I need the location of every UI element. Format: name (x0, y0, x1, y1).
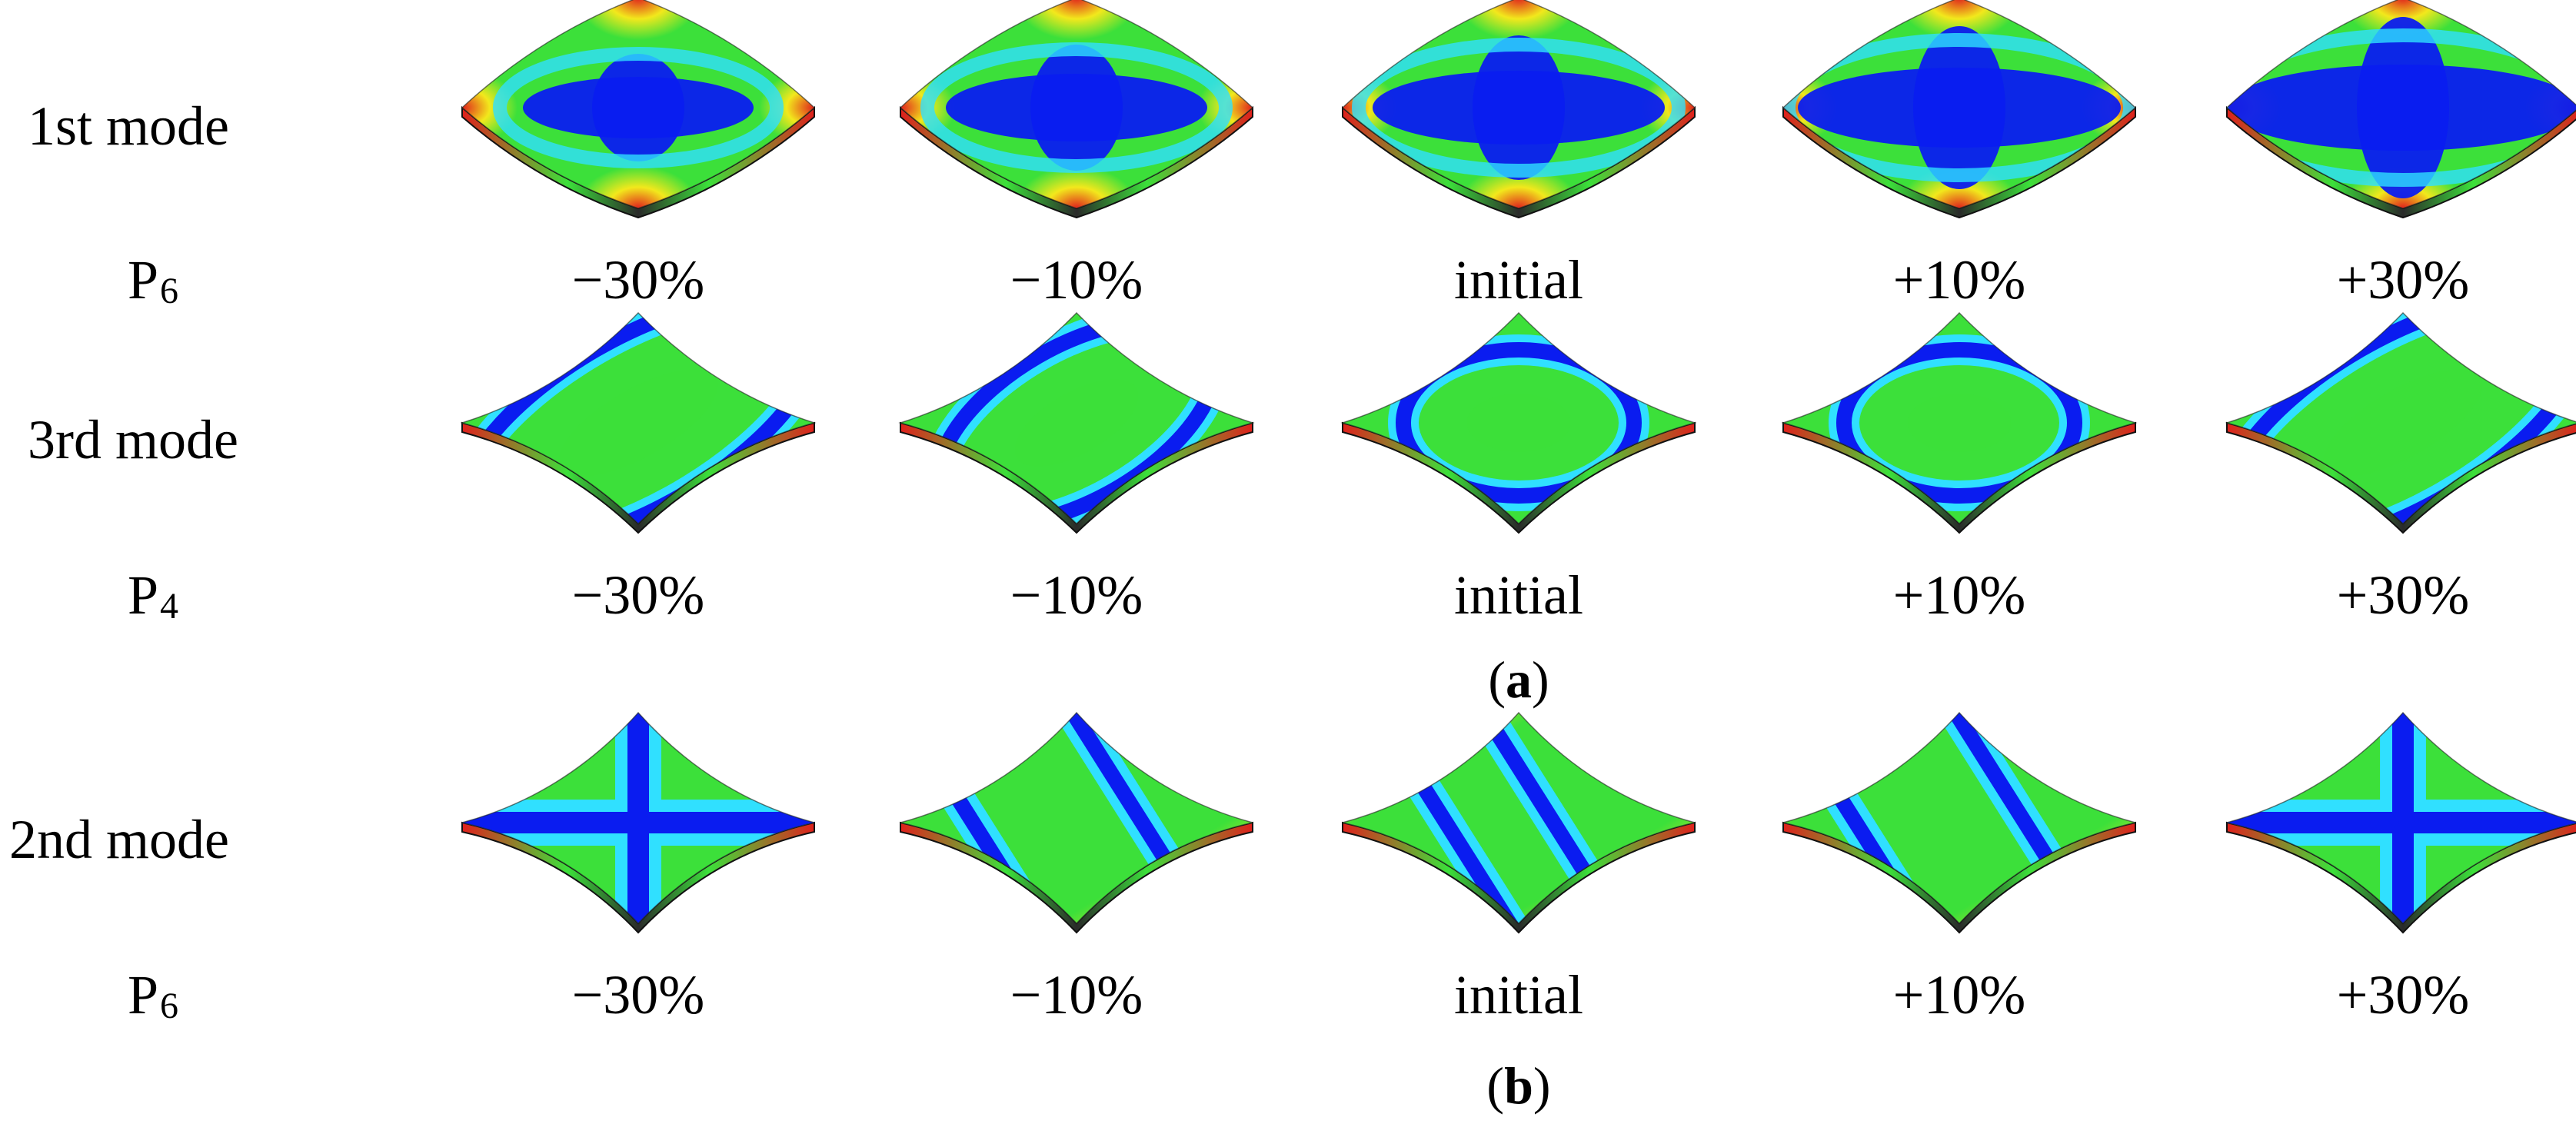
caption-a: (a) (1488, 650, 1549, 709)
mode-shape-plate (1782, 0, 2137, 219)
param-label-row3: P6 (128, 964, 179, 1026)
level-label: −30% (571, 249, 705, 311)
level-label: +30% (2336, 249, 2470, 311)
level-label: +10% (1892, 964, 2026, 1026)
mode-shape-plate (1341, 0, 1696, 219)
param-letter: P (128, 249, 159, 311)
mode-shape-plate (899, 0, 1254, 219)
param-label-row1: P6 (128, 249, 179, 311)
level-label: +30% (2336, 964, 2470, 1026)
caption-letter: b (1504, 1056, 1533, 1115)
mode-shape-plate (898, 311, 1255, 534)
param-label-row2: P4 (128, 564, 178, 626)
level-label: −30% (571, 964, 705, 1026)
mode-shape-plate (1781, 311, 2138, 534)
mode-shape-plate (1782, 711, 2136, 934)
level-label: initial (1454, 564, 1583, 626)
param-index: 4 (160, 586, 179, 627)
level-label: −30% (571, 564, 705, 626)
level-label: +10% (1892, 564, 2026, 626)
level-label: initial (1454, 964, 1583, 1026)
level-label: +30% (2336, 564, 2470, 626)
param-index: 6 (160, 986, 179, 1026)
mode-label-1st: 1st mode (28, 95, 229, 157)
mode-shape-plate (460, 311, 817, 534)
level-label: initial (1454, 249, 1583, 311)
level-label: +10% (1892, 249, 2026, 311)
param-letter: P (128, 964, 159, 1026)
mode-shape-plate (461, 0, 816, 219)
mode-shape-plate (461, 711, 815, 934)
param-index: 6 (160, 271, 179, 311)
mode-shape-plate (900, 711, 1253, 934)
mode-shape-plate (1340, 311, 1697, 534)
caption-b: (b) (1486, 1056, 1551, 1115)
mode-label-3rd: 3rd mode (28, 409, 238, 471)
mode-shape-plate (2226, 711, 2576, 934)
caption-letter: a (1506, 650, 1532, 709)
mode-label-2nd: 2nd mode (9, 809, 229, 870)
mode-shape-plate (2225, 311, 2576, 534)
mode-shape-plate (1342, 711, 1696, 934)
level-label: −10% (1010, 564, 1143, 626)
level-label: −10% (1010, 964, 1143, 1026)
mode-shape-plate (2225, 0, 2576, 219)
param-letter: P (128, 564, 159, 626)
level-label: −10% (1010, 249, 1143, 311)
